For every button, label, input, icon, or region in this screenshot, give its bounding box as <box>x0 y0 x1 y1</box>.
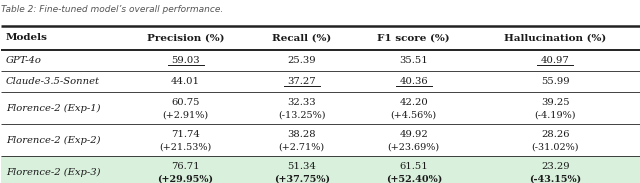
Text: Florence-2 (Exp-3): Florence-2 (Exp-3) <box>6 168 100 177</box>
Text: (+29.95%): (+29.95%) <box>157 174 214 183</box>
Text: 32.33: 32.33 <box>287 98 316 107</box>
Text: 37.27: 37.27 <box>287 77 316 86</box>
Text: (-43.15%): (-43.15%) <box>529 174 581 183</box>
Text: 51.34: 51.34 <box>287 162 316 171</box>
Text: Florence-2 (Exp-1): Florence-2 (Exp-1) <box>6 104 100 113</box>
Text: 59.03: 59.03 <box>172 56 200 65</box>
Text: (+23.69%): (+23.69%) <box>388 142 440 151</box>
Text: 23.29: 23.29 <box>541 162 570 171</box>
Bar <box>1 156 640 183</box>
Text: 55.99: 55.99 <box>541 77 570 86</box>
Text: (+4.56%): (+4.56%) <box>390 110 437 119</box>
Text: 49.92: 49.92 <box>399 130 428 139</box>
Text: (+2.91%): (+2.91%) <box>163 110 209 119</box>
Text: 60.75: 60.75 <box>172 98 200 107</box>
Text: GPT-4o: GPT-4o <box>6 56 42 65</box>
Text: Florence-2 (Exp-2): Florence-2 (Exp-2) <box>6 136 100 145</box>
Text: 44.01: 44.01 <box>171 77 200 86</box>
Text: 38.28: 38.28 <box>287 130 316 139</box>
Text: (-13.25%): (-13.25%) <box>278 110 326 119</box>
Text: (+21.53%): (+21.53%) <box>159 142 212 151</box>
Text: 39.25: 39.25 <box>541 98 570 107</box>
Text: 40.36: 40.36 <box>399 77 428 86</box>
Text: Hallucination (%): Hallucination (%) <box>504 33 606 42</box>
Text: Recall (%): Recall (%) <box>272 33 332 42</box>
Text: Precision (%): Precision (%) <box>147 33 225 42</box>
Text: 35.51: 35.51 <box>399 56 428 65</box>
Text: 42.20: 42.20 <box>399 98 428 107</box>
Text: Models: Models <box>6 33 47 42</box>
Text: (+52.40%): (+52.40%) <box>386 174 442 183</box>
Text: F1 score (%): F1 score (%) <box>378 33 450 42</box>
Text: 71.74: 71.74 <box>171 130 200 139</box>
Text: (-4.19%): (-4.19%) <box>534 110 576 119</box>
Text: 76.71: 76.71 <box>172 162 200 171</box>
Text: 61.51: 61.51 <box>399 162 428 171</box>
Text: (+2.71%): (+2.71%) <box>278 142 325 151</box>
Text: 28.26: 28.26 <box>541 130 570 139</box>
Text: (-31.02%): (-31.02%) <box>531 142 579 151</box>
Text: 25.39: 25.39 <box>287 56 316 65</box>
Text: (+37.75%): (+37.75%) <box>274 174 330 183</box>
Text: Claude-3.5-Sonnet: Claude-3.5-Sonnet <box>6 77 100 86</box>
Text: 40.97: 40.97 <box>541 56 570 65</box>
Text: Table 2: Fine-tuned model’s overall performance.: Table 2: Fine-tuned model’s overall perf… <box>1 5 223 14</box>
